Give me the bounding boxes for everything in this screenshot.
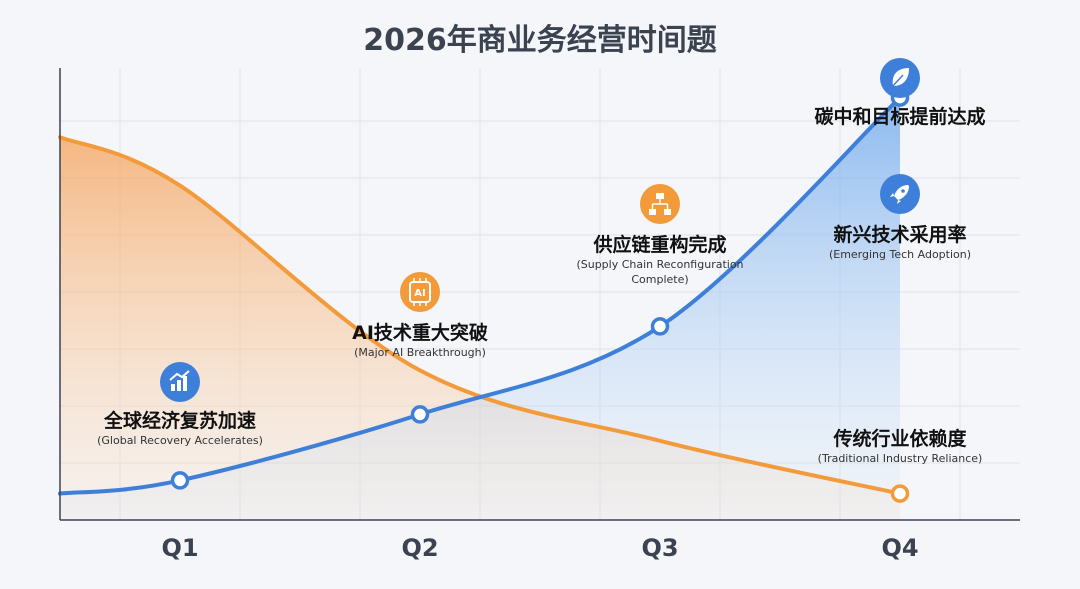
- annotation-subtitle-line2: Complete): [631, 273, 688, 286]
- series-areas: [60, 97, 900, 520]
- series-label-emerging-tech: 新兴技术采用率 (Emerging Tech Adoption): [829, 174, 971, 261]
- line-emerging-tech: [58, 95, 902, 496]
- rocket-icon: [880, 174, 920, 214]
- series-name: 传统行业依赖度: [832, 427, 967, 450]
- chart-trend-icon: [160, 362, 200, 402]
- ai-chip-icon: AI: [400, 272, 440, 312]
- x-tick-label: Q1: [161, 534, 198, 562]
- network-icon: [640, 184, 680, 224]
- x-tick-label: Q4: [881, 534, 918, 562]
- axes: [59, 68, 1020, 521]
- x-tick-label: Q2: [401, 534, 438, 562]
- area-emerging-tech: [60, 97, 900, 520]
- series-subtitle: (Traditional Industry Reliance): [818, 452, 983, 465]
- point-traditional-industry: [890, 484, 910, 503]
- annotation-ai-breakthrough: AI AI技术重大突破 (Major AI Breakthrough): [352, 272, 488, 359]
- leaf-icon: [880, 58, 920, 98]
- annotation-subtitle: (Global Recovery Accelerates): [97, 434, 263, 447]
- annotation-title: 全球经济复苏加速: [103, 409, 256, 432]
- series-name: 新兴技术采用率: [833, 223, 966, 246]
- annotation-title: 碳中和目标提前达成: [814, 105, 985, 128]
- annotation-subtitle: (Supply Chain Reconfiguration: [576, 258, 743, 271]
- x-tick-label: Q3: [641, 534, 678, 562]
- line-traditional-industry: [58, 135, 902, 496]
- point-emerging-tech: [170, 471, 190, 490]
- area-traditional-industry: [60, 137, 900, 520]
- svg-text:AI: AI: [414, 288, 425, 299]
- annotation-carbon-neutral: 碳中和目标提前达成: [814, 58, 986, 128]
- annotation-subtitle: (Major AI Breakthrough): [354, 346, 486, 359]
- series-markers: [170, 88, 910, 503]
- annotation-title: AI技术重大突破: [352, 321, 488, 344]
- annotation-global-recovery: 全球经济复苏加速 (Global Recovery Accelerates): [97, 362, 263, 447]
- annotation-supply-chain: 供应链重构完成 (Supply Chain Reconfiguration Co…: [576, 184, 744, 286]
- point-emerging-tech: [650, 317, 670, 336]
- series-lines: [58, 95, 902, 496]
- series-label-traditional-industry: 传统行业依赖度 (Traditional Industry Reliance): [818, 427, 983, 465]
- point-emerging-tech: [410, 405, 430, 424]
- chart-title: 2026年商业务经营时间题: [363, 23, 717, 58]
- series-subtitle: (Emerging Tech Adoption): [829, 248, 971, 261]
- x-ticks: Q1 Q2 Q3 Q4: [161, 534, 918, 562]
- annotation-title: 供应链重构完成: [592, 233, 726, 256]
